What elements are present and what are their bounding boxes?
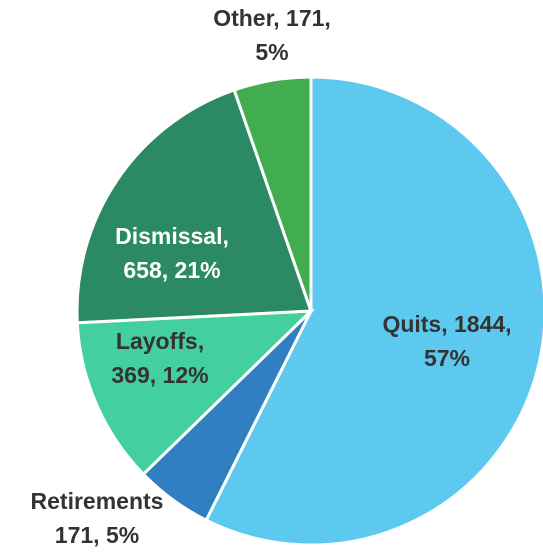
slice-label: Quits, 1844,	[382, 311, 511, 337]
slice-label: 369, 12%	[111, 362, 208, 388]
pie-slice	[75, 309, 315, 477]
slice-label: 171, 5%	[55, 522, 139, 548]
slice-label: 658, 21%	[123, 257, 220, 283]
slice-label: 57%	[424, 345, 470, 371]
pie-slice	[75, 88, 314, 325]
pie-slice	[232, 75, 313, 312]
slice-label: Layoffs,	[116, 328, 204, 354]
slice-label: Other, 171,	[213, 5, 331, 31]
slice-label: Dismissal,	[115, 223, 229, 249]
slice-label: Retirements	[31, 488, 164, 514]
pie-slice	[204, 75, 543, 547]
slice-label: 5%	[255, 39, 288, 65]
